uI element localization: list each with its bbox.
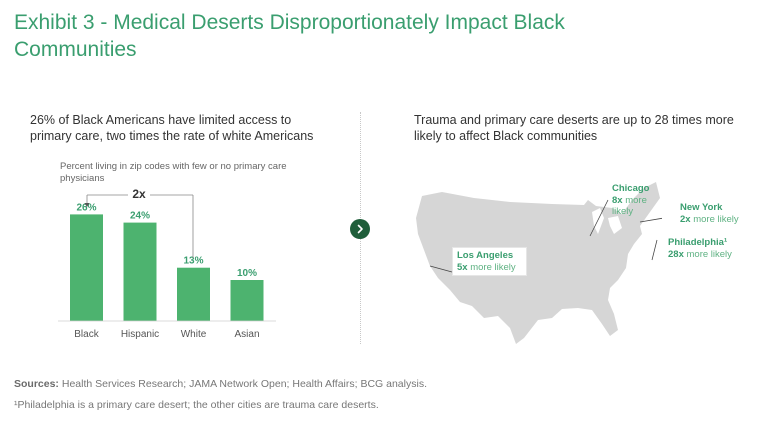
callout-city: Philadelphia¹ xyxy=(668,237,728,248)
callout-chicago: Chicago 8x more likely xyxy=(612,183,672,218)
footnote: ¹Philadelphia is a primary care desert; … xyxy=(14,399,379,411)
la-leader xyxy=(429,265,453,273)
callout-value: 2x xyxy=(680,213,691,225)
callout-desc: more likely xyxy=(470,261,516,273)
sources-text: Health Services Research; JAMA Network O… xyxy=(61,378,427,390)
us-map xyxy=(416,182,662,344)
bar-black xyxy=(70,214,103,321)
callout-value: 8x xyxy=(612,194,623,206)
page-title: Exhibit 3 - Medical Deserts Disproportio… xyxy=(14,11,565,61)
philadelphia-leader xyxy=(651,239,658,261)
great-lakes xyxy=(592,208,622,234)
bar-value-label: 26% xyxy=(76,202,96,213)
callout-desc: more likely xyxy=(686,248,732,260)
callout-desc: likely xyxy=(612,206,634,217)
bar-value-label: 24% xyxy=(130,211,150,222)
chart-subtitle: Percent living in zip codes with few or … xyxy=(60,161,287,184)
category-label: Black xyxy=(74,329,99,340)
callout-value: 28x xyxy=(668,248,684,260)
callout-philadelphia: Philadelphia¹ 28x more likely xyxy=(668,237,758,260)
bar-white xyxy=(177,267,210,321)
bar-hispanic xyxy=(123,222,157,321)
left-panel-heading: 26% of Black Americans have limited acce… xyxy=(30,113,314,143)
callout-city: New York xyxy=(680,202,723,213)
callout-value: 5x xyxy=(457,261,468,273)
sources-label: Sources: xyxy=(14,378,59,390)
right-panel-heading: Trauma and primary care deserts are up t… xyxy=(414,113,734,143)
callout-city: Los Angeles xyxy=(457,250,514,261)
callout-new-york: New York 2x more likely xyxy=(680,202,750,225)
chevron-right-icon xyxy=(357,224,363,234)
category-label: Hispanic xyxy=(121,329,159,340)
next-button[interactable] xyxy=(350,219,370,239)
category-label: Asian xyxy=(234,329,259,340)
chicago-leader xyxy=(589,199,609,237)
callout-los-angeles: Los Angeles 5x more likely xyxy=(452,247,527,276)
annotation-label: 2x xyxy=(132,187,146,201)
bar-chart: 26% Black 24% Hispanic 13% White 10% Asian 2x xyxy=(58,186,276,340)
newyork-leader xyxy=(639,217,662,223)
sources-note: Sources: Health Services Research; JAMA … xyxy=(14,377,714,391)
annotation-arrow xyxy=(84,203,90,207)
category-label: White xyxy=(181,329,207,340)
bar-value-label: 13% xyxy=(183,256,203,267)
bar-asian xyxy=(230,280,264,321)
annotation-label-bg xyxy=(128,186,150,202)
bar-value-label: 10% xyxy=(237,268,257,279)
callout-desc: more xyxy=(625,194,647,206)
callout-city: Chicago xyxy=(612,183,650,194)
callout-desc: more likely xyxy=(693,213,739,225)
